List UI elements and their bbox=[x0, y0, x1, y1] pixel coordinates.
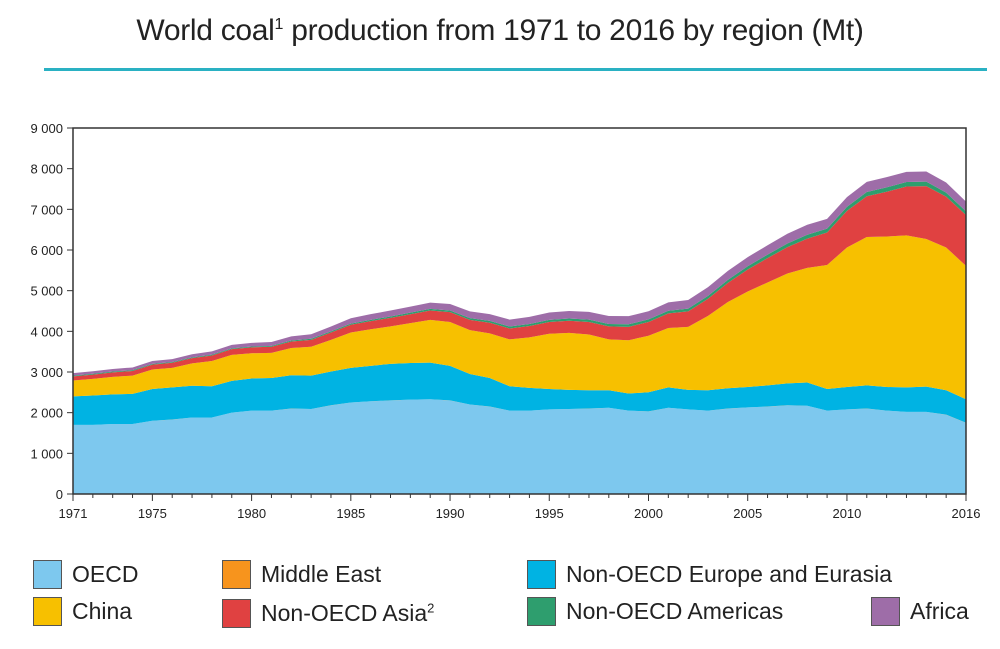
y-tick-label: 8 000 bbox=[30, 162, 63, 177]
y-tick-label: 7 000 bbox=[30, 202, 63, 217]
legend-item-africa: Africa bbox=[871, 597, 969, 626]
legend-swatch-non-oecd-americas bbox=[527, 597, 556, 626]
legend-label-oecd: OECD bbox=[72, 561, 139, 587]
chart-title-text: World coal bbox=[136, 14, 275, 47]
legend-label-non-oecd-americas: Non-OECD Americas bbox=[566, 598, 784, 624]
x-tick-label: 1990 bbox=[436, 506, 465, 521]
area-series-non-oecd-europe-and-eurasia bbox=[73, 362, 966, 425]
y-tick-label: 4 000 bbox=[30, 324, 63, 339]
x-tick-label: 2005 bbox=[733, 506, 762, 521]
legend-label-non-oecd-asia-footnote: 2 bbox=[427, 600, 435, 616]
x-tick-label: 1985 bbox=[336, 506, 365, 521]
legend-item-oecd: OECD bbox=[33, 560, 138, 589]
area-series-oecd bbox=[73, 399, 966, 494]
plot-frame bbox=[72, 127, 967, 495]
legend-item-middle-east: Middle East bbox=[222, 560, 381, 589]
y-tick-label: 1 000 bbox=[30, 446, 63, 461]
legend-item-non-oecd-europe-eurasia: Non-OECD Europe and Eurasia bbox=[527, 560, 892, 589]
legend-swatch-africa bbox=[871, 597, 900, 626]
legend-swatch-oecd bbox=[33, 560, 62, 589]
legend-label-non-oecd-asia: Non-OECD Asia2 bbox=[261, 600, 434, 627]
x-tick-label: 2016 bbox=[952, 506, 981, 521]
y-tick-label: 5 000 bbox=[30, 284, 63, 299]
x-tick-label: 1995 bbox=[535, 506, 564, 521]
chart-title-footnote: 1 bbox=[274, 16, 284, 33]
legend-item-non-oecd-asia: Non-OECD Asia2 bbox=[222, 599, 434, 628]
chart-title-rest: production from 1971 to 2016 by region (… bbox=[283, 14, 864, 47]
title-rule bbox=[44, 68, 987, 71]
area-series-non-oecd-asia2 bbox=[73, 186, 966, 381]
x-tick-label: 2000 bbox=[634, 506, 663, 521]
legend-label-china: China bbox=[72, 598, 133, 624]
y-tick-label: 0 bbox=[56, 487, 63, 502]
legend-swatch-china bbox=[33, 597, 62, 626]
area-chart: 0 1 000 2 000 3 000 4 000 5 000 6 000 7 000 8 00… bbox=[30, 121, 981, 521]
legend-item-non-oecd-americas: Non-OECD Americas bbox=[527, 597, 783, 626]
y-tick-label: 3 000 bbox=[30, 365, 63, 380]
x-tick-label: 1975 bbox=[138, 506, 167, 521]
y-tick-label: 9 000 bbox=[30, 121, 63, 136]
legend-label-non-oecd-asia-text: Non-OECD Asia bbox=[261, 600, 428, 626]
y-tick-label: 2 000 bbox=[30, 406, 63, 421]
chart-title: World coal1 production from 1971 to 2016… bbox=[0, 14, 1000, 48]
legend-swatch-middle-east bbox=[222, 560, 251, 589]
legend-swatch-non-oecd-asia bbox=[222, 599, 251, 628]
x-tick-label: 1971 bbox=[59, 506, 88, 521]
x-tick-label: 2010 bbox=[832, 506, 861, 521]
legend-label-non-oecd-europe-eurasia: Non-OECD Europe and Eurasia bbox=[566, 561, 892, 587]
area-series-china bbox=[73, 235, 966, 400]
legend-item-china: China bbox=[33, 597, 132, 626]
y-tick-label: 6 000 bbox=[30, 243, 63, 258]
legend-label-africa: Africa bbox=[910, 598, 969, 624]
legend-label-middle-east: Middle East bbox=[261, 561, 382, 587]
legend-swatch-non-oecd-europe-eurasia bbox=[527, 560, 556, 589]
x-tick-label: 1980 bbox=[237, 506, 266, 521]
